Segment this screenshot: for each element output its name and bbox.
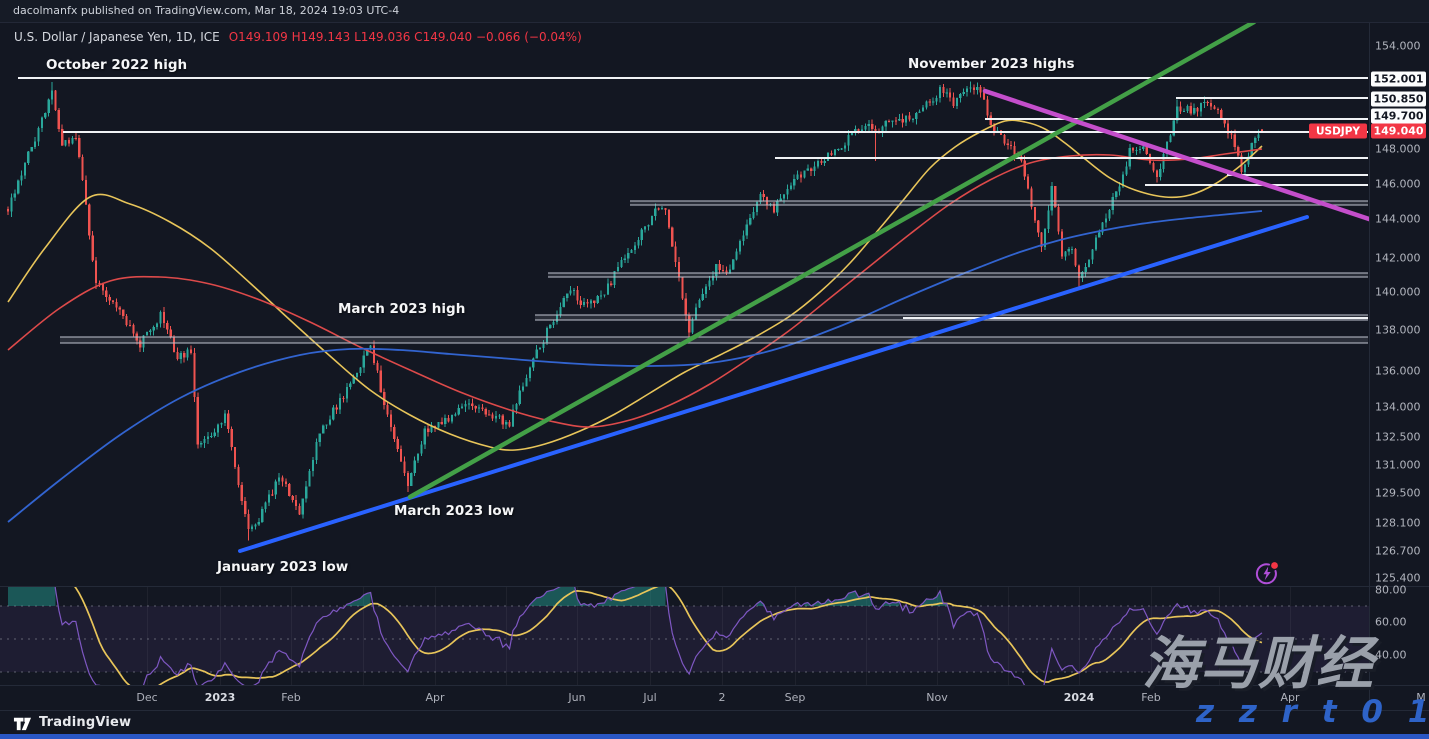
- annotation-october-2022-high[interactable]: October 2022 high: [46, 57, 188, 73]
- price-tick-label: 126.700: [1375, 544, 1421, 558]
- level-price-badge: 150.850: [1371, 91, 1426, 107]
- time-tick-label: Apr: [425, 691, 445, 704]
- price-tick-label: 129.500: [1375, 486, 1421, 500]
- site-watermark-url: z z r t 0 1 . c n: [1196, 694, 1429, 730]
- price-tick-label: 138.000: [1375, 323, 1421, 337]
- november-2023-downtrend: [982, 88, 1369, 222]
- last-price-badge: 149.040: [1371, 123, 1426, 139]
- price-tick-label: 134.000: [1375, 400, 1421, 414]
- price-tick-label: 136.000: [1375, 364, 1421, 378]
- time-tick-label: 2023: [204, 691, 236, 704]
- idea-flash-icon[interactable]: [1252, 559, 1281, 588]
- time-tick-label: Apr: [1280, 691, 1300, 704]
- ma-fast-yellow: [7, 119, 1263, 451]
- price-tick-label: 142.000: [1375, 251, 1421, 265]
- rsi-line: [54, 587, 1263, 685]
- time-tick-label: Feb: [281, 691, 301, 704]
- ohlc-values: O149.109 H149.143 L149.036 C149.040 −0.0…: [228, 30, 582, 44]
- price-tick-label: 128.100: [1375, 516, 1421, 530]
- time-tick-label: Jul: [643, 691, 657, 704]
- march-2023-low-trendline: [407, 23, 1257, 500]
- price-tick-label: 140.000: [1375, 285, 1421, 299]
- ma-slow-blue: [7, 210, 1263, 523]
- zone-140-80: [548, 273, 1368, 277]
- annotation-march-2023-low[interactable]: March 2023 low: [394, 503, 515, 519]
- price-tick-label: 125.400: [1375, 571, 1421, 585]
- annotation-march-2023-high[interactable]: March 2023 high: [338, 301, 466, 317]
- zone-145-00: [630, 201, 1368, 205]
- level-price-badge: 149.700: [1371, 108, 1426, 124]
- symbol-price-tag: USDJPY: [1309, 123, 1368, 139]
- footer-bar: TradingView: [0, 710, 1429, 734]
- price-tick-label: 146.000: [1375, 177, 1421, 191]
- time-tick-label: Sep: [784, 691, 806, 704]
- rsi-ma-line: [74, 587, 1263, 685]
- time-tick-label: 2024: [1063, 691, 1095, 704]
- tradingview-logo-icon[interactable]: [13, 713, 32, 732]
- ma-mid-red: [7, 148, 1263, 428]
- publish-banner: dacolmanfx published on TradingView.com,…: [0, 0, 1429, 23]
- symbol-title[interactable]: U.S. Dollar / Japanese Yen, 1D, ICE: [14, 30, 220, 44]
- march-2023-high-zone: [60, 337, 1368, 343]
- price-tick-label: 80.00: [1375, 583, 1407, 597]
- time-tick-label: Jun: [568, 691, 586, 704]
- price-tick-label: 148.000: [1375, 142, 1421, 156]
- level-price-badge: 152.001: [1371, 71, 1426, 87]
- site-watermark-cn: 海马财经: [1142, 631, 1374, 697]
- annotation-january-2023-low[interactable]: January 2023 low: [217, 559, 349, 575]
- january-2023-low-trendline: [238, 215, 1309, 553]
- bottom-accent-bar: [0, 734, 1429, 739]
- time-tick-label: Feb: [1141, 691, 1161, 704]
- time-tick-label: Dec: [136, 691, 158, 704]
- tradingview-brand-label[interactable]: TradingView: [39, 714, 132, 730]
- price-tick-label: 60.00: [1375, 615, 1407, 629]
- price-tick-label: 144.000: [1375, 212, 1421, 226]
- time-tick-label: 2: [718, 691, 726, 704]
- price-tick-label: 40.00: [1375, 648, 1407, 662]
- price-tick-label: 154.000: [1375, 39, 1421, 53]
- price-tick-label: 131.000: [1375, 458, 1421, 472]
- publish-banner-text: dacolmanfx published on TradingView.com,…: [13, 4, 400, 17]
- time-tick-label: Nov: [926, 691, 948, 704]
- price-tick-label: 132.500: [1375, 430, 1421, 444]
- annotation-november-2023-highs[interactable]: November 2023 highs: [908, 56, 1075, 72]
- symbol-legend[interactable]: U.S. Dollar / Japanese Yen, 1D, ICE O149.…: [14, 30, 582, 44]
- time-tick-label: M: [1416, 691, 1426, 704]
